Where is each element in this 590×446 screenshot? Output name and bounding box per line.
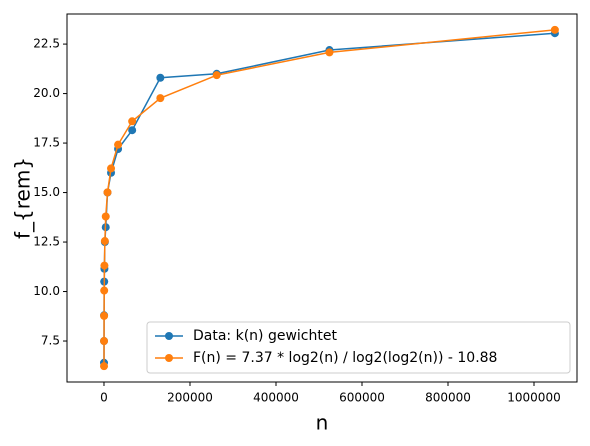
x-tick-label: 200000 xyxy=(167,391,213,405)
x-tick-label: 0 xyxy=(100,391,108,405)
point xyxy=(550,25,559,34)
point xyxy=(101,212,110,221)
legend-box xyxy=(146,321,571,374)
y-tick-label: 17.5 xyxy=(33,136,60,150)
x-tick-label: 600000 xyxy=(339,391,385,405)
plot-frame xyxy=(66,13,578,383)
y-tick-label: 7.5 xyxy=(41,334,60,348)
point xyxy=(128,117,137,126)
point xyxy=(156,94,165,103)
point xyxy=(212,71,221,80)
point xyxy=(107,164,116,173)
x-tick-label: 1000000 xyxy=(507,391,560,405)
y-tick-label: 15.0 xyxy=(33,185,60,199)
legend-label: F(n) = 7.37 * log2(n) / log2(log2(n)) - … xyxy=(193,350,497,366)
point xyxy=(100,261,109,270)
y-tick-label: 20.0 xyxy=(33,86,60,100)
point xyxy=(114,140,123,149)
legend-marker xyxy=(165,332,173,340)
series-line xyxy=(103,32,555,363)
y-axis-label: f_{rem} xyxy=(11,157,35,239)
x-tick-label: 800000 xyxy=(425,391,471,405)
legend-marker xyxy=(165,354,173,362)
point xyxy=(100,362,109,371)
point xyxy=(100,286,109,295)
y-tick-label: 12.5 xyxy=(33,235,60,249)
x-axis-label: n xyxy=(316,411,329,435)
point xyxy=(156,73,165,82)
series-line xyxy=(103,29,555,367)
y-tick-label: 10.0 xyxy=(33,284,60,298)
point xyxy=(100,337,109,346)
point xyxy=(128,126,137,135)
point xyxy=(100,237,109,246)
point xyxy=(103,188,112,197)
x-tick-label: 400000 xyxy=(253,391,299,405)
y-tick-label: 22.5 xyxy=(33,37,60,51)
point xyxy=(325,48,334,57)
point xyxy=(100,311,109,320)
legend-label: Data: k(n) gewichtet xyxy=(193,328,337,344)
